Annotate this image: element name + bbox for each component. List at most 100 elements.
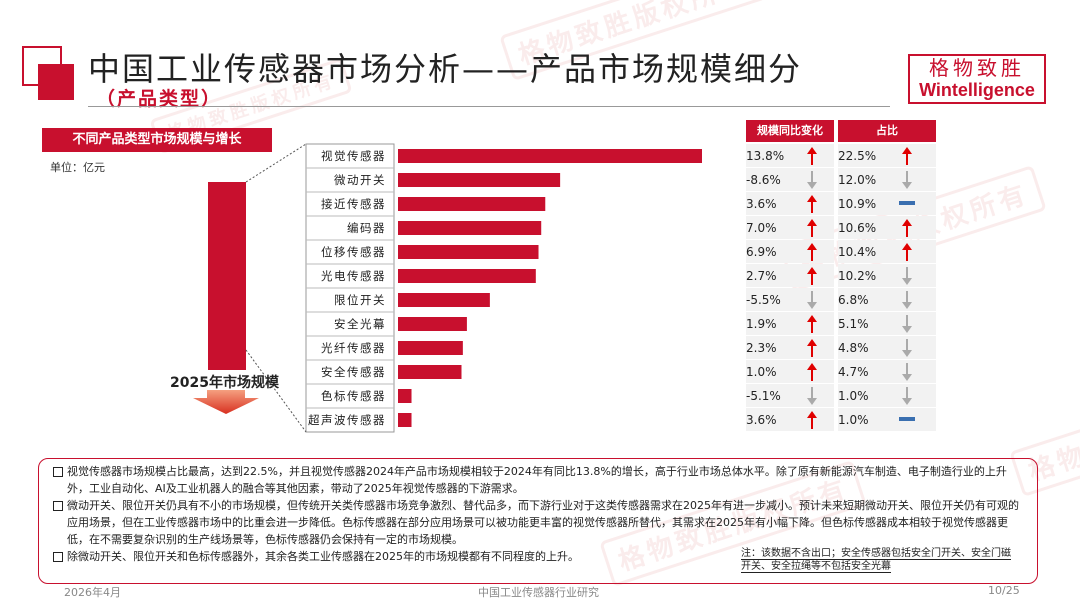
page-title: 中国工业传感器市场分析——产品市场规模细分 bbox=[88, 50, 803, 88]
share-value: 22.5% bbox=[838, 149, 877, 163]
table-row bbox=[838, 288, 936, 311]
down-arrow-icon bbox=[901, 266, 913, 290]
share-value: 10.2% bbox=[838, 269, 877, 283]
down-arrow-icon bbox=[806, 170, 818, 194]
page-subtitle: （产品类型） bbox=[96, 88, 223, 110]
data-table: 规模同比变化 占比 13.8% 22.5% -8.6% 12.0% 3.6% 10.9% 7… bbox=[746, 120, 936, 432]
up-arrow-icon bbox=[901, 218, 913, 242]
note-item: 视觉传感器市场规模占比最高，达到22.5%，并且视觉传感器2024年产品市场规模… bbox=[53, 463, 1027, 497]
title-decoration bbox=[38, 64, 74, 100]
yoy-value: -5.1% bbox=[746, 389, 781, 403]
yoy-value: -8.6% bbox=[746, 173, 781, 187]
yoy-value: 2.7% bbox=[746, 269, 777, 283]
down-arrow-icon bbox=[901, 314, 913, 338]
bar-安全传感器 bbox=[398, 365, 462, 379]
logo-cn-text: 格物致胜 bbox=[929, 56, 1025, 80]
share-value: 12.0% bbox=[838, 173, 877, 187]
share-value: 4.8% bbox=[838, 341, 869, 355]
up-arrow-icon bbox=[806, 218, 818, 242]
up-arrow-icon bbox=[806, 146, 818, 170]
table-row bbox=[838, 408, 936, 431]
yoy-value: 7.0% bbox=[746, 221, 777, 235]
bar-超声波传感器 bbox=[398, 413, 412, 427]
footer-title: 中国工业传感器行业研究 bbox=[478, 586, 599, 599]
yoy-value: 13.8% bbox=[746, 149, 785, 163]
page-number: 10/25 bbox=[988, 584, 1020, 597]
bar-光纤传感器 bbox=[398, 341, 463, 355]
down-arrow-icon bbox=[193, 390, 259, 414]
yoy-value: 1.0% bbox=[746, 365, 777, 379]
bar-视觉传感器 bbox=[398, 149, 702, 163]
up-arrow-icon bbox=[806, 362, 818, 386]
data-remark: 注：该数据不含出口；安全传感器包括安全门开关、安全门磁开关、安全拉绳等不包括安全… bbox=[741, 547, 1013, 573]
yoy-value: 6.9% bbox=[746, 245, 777, 259]
yoy-value: -5.5% bbox=[746, 293, 781, 307]
yoy-value: 3.6% bbox=[746, 413, 777, 427]
category-label: 编码器 bbox=[347, 221, 386, 235]
up-arrow-icon bbox=[806, 410, 818, 434]
category-label: 位移传感器 bbox=[321, 245, 386, 259]
note-item: 除微动开关、限位开关和色标传感器外，其余各类工业传感器在2025年的市场规模都有… bbox=[53, 548, 1027, 565]
bar-接近传感器 bbox=[398, 197, 546, 211]
table-row bbox=[838, 168, 936, 191]
category-label: 安全传感器 bbox=[321, 365, 386, 379]
up-arrow-icon bbox=[806, 314, 818, 338]
share-value: 4.7% bbox=[838, 365, 869, 379]
category-label: 光纤传感器 bbox=[321, 341, 386, 355]
chart-title: 不同产品类型市场规模与增长 bbox=[42, 128, 272, 152]
down-arrow-icon bbox=[901, 338, 913, 362]
yoy-value: 2.3% bbox=[746, 341, 777, 355]
flat-arrow-icon bbox=[898, 194, 916, 216]
unit-label: 单位：亿元 bbox=[50, 161, 105, 174]
bar-微动开关 bbox=[398, 173, 561, 187]
bar-chart: 视觉传感器微动开关接近传感器编码器位移传感器光电传感器限位开关安全光幕光纤传感器… bbox=[305, 143, 702, 433]
table-row bbox=[838, 264, 936, 287]
down-arrow-icon bbox=[901, 386, 913, 410]
table-row bbox=[838, 216, 936, 239]
remark-text: 注：该数据不含出口；安全传感器包括安全门开关、安全门磁开关、安全拉绳等不包括安全… bbox=[741, 548, 1011, 573]
category-label: 安全光幕 bbox=[334, 317, 386, 331]
table-row bbox=[838, 144, 936, 167]
notes-box: 视觉传感器市场规模占比最高，达到22.5%，并且视觉传感器2024年产品市场规模… bbox=[38, 458, 1038, 584]
flat-arrow-icon bbox=[898, 410, 916, 432]
table-row bbox=[838, 384, 936, 407]
table-row bbox=[838, 192, 936, 215]
table-row bbox=[838, 312, 936, 335]
share-value: 10.6% bbox=[838, 221, 877, 235]
table-row bbox=[838, 336, 936, 359]
down-arrow-icon bbox=[901, 170, 913, 194]
table-row bbox=[838, 240, 936, 263]
share-value: 5.1% bbox=[838, 317, 869, 331]
category-label: 光电传感器 bbox=[321, 269, 386, 283]
bar-限位开关 bbox=[398, 293, 490, 307]
down-arrow-icon bbox=[806, 386, 818, 410]
footer-date: 2026年4月 bbox=[64, 586, 121, 599]
bar-光电传感器 bbox=[398, 269, 536, 283]
up-arrow-icon bbox=[901, 146, 913, 170]
share-value: 10.4% bbox=[838, 245, 877, 259]
up-arrow-icon bbox=[806, 266, 818, 290]
total-market-bar bbox=[208, 182, 246, 370]
up-arrow-icon bbox=[806, 338, 818, 362]
up-arrow-icon bbox=[806, 242, 818, 266]
yoy-value: 1.9% bbox=[746, 317, 777, 331]
share-value: 10.9% bbox=[838, 197, 877, 211]
down-arrow-icon bbox=[901, 290, 913, 314]
logo-en-text: Wintelligence bbox=[919, 80, 1035, 100]
yoy-column-header: 规模同比变化 bbox=[746, 120, 834, 142]
category-label: 色标传感器 bbox=[321, 389, 386, 403]
down-arrow-icon bbox=[806, 290, 818, 314]
share-value: 1.0% bbox=[838, 413, 869, 427]
brand-logo: 格物致胜 Wintelligence bbox=[908, 54, 1046, 104]
yoy-value: 3.6% bbox=[746, 197, 777, 211]
bar-安全光幕 bbox=[398, 317, 467, 331]
category-label: 限位开关 bbox=[334, 293, 386, 307]
table-row bbox=[838, 360, 936, 383]
title-divider bbox=[88, 106, 890, 107]
down-arrow-icon bbox=[901, 362, 913, 386]
share-value: 6.8% bbox=[838, 293, 869, 307]
share-column-header: 占比 bbox=[838, 120, 936, 142]
up-arrow-icon bbox=[806, 194, 818, 218]
note-item: 微动开关、限位开关仍具有不小的市场规模，但传统开关类传感器市场竞争激烈、替代品多… bbox=[53, 497, 1027, 548]
bar-色标传感器 bbox=[398, 389, 412, 403]
